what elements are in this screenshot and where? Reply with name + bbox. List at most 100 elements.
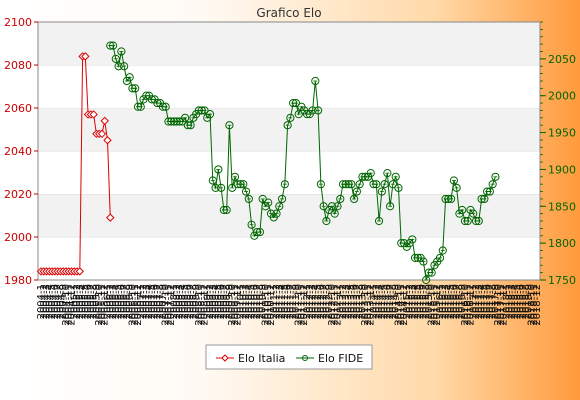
x-tick-label: 2007-12	[166, 284, 177, 326]
x-tick-label: 2018-9	[524, 284, 535, 319]
x-tick-label: 2008-10	[194, 284, 205, 326]
x-tick-label: 2007-11	[163, 284, 174, 326]
data-point	[225, 121, 234, 130]
grid-band	[38, 22, 540, 65]
x-tick-label: 2018-11	[529, 284, 540, 326]
data-point	[313, 106, 323, 115]
data-point	[136, 102, 145, 111]
x-tick-label: 2007-7	[152, 284, 163, 319]
x-tick-label: 2004-9	[58, 284, 69, 319]
x-tick-label: 2015-11	[429, 284, 440, 326]
right-tick-label: 1950	[548, 127, 576, 140]
data-point	[275, 202, 284, 211]
data-point	[374, 216, 384, 226]
data-point	[347, 180, 356, 189]
data-point	[272, 209, 281, 218]
left-tick-label: 2020	[4, 188, 32, 201]
x-tick-label: 2006-3	[108, 284, 119, 319]
x-tick-label: 2016-5	[446, 284, 457, 319]
data-point	[75, 267, 85, 276]
x-tick-label: 2013-4	[344, 284, 355, 319]
x-tick-label: 2007-9	[158, 284, 169, 319]
x-tick-label: 2009-2	[205, 284, 216, 319]
x-tick-label: 2010-2	[238, 284, 249, 319]
x-tick-label: 2007-3	[141, 284, 152, 319]
data-point	[208, 176, 217, 185]
left-tick-label: 2060	[4, 102, 32, 115]
x-tick-label: 2008-2	[172, 284, 183, 319]
grid-band	[38, 65, 540, 108]
x-tick-label: 2013-3	[341, 284, 352, 319]
x-tick-label: 2013-1	[335, 284, 346, 319]
x-tick-label: 2007-6	[150, 284, 161, 319]
x-tick-label: 2017-1	[468, 284, 479, 319]
data-point	[125, 73, 134, 82]
x-tick-label: 2010-4	[244, 284, 255, 319]
data-point	[117, 47, 126, 56]
x-tick-label: 2015-1	[402, 284, 413, 319]
x-tick-label: 2011-1	[269, 284, 280, 319]
x-tick-label: 2012-7	[319, 284, 330, 319]
data-point	[316, 180, 325, 189]
legend-marker	[221, 354, 229, 362]
x-tick-label: 2017-2	[471, 284, 482, 319]
data-point	[447, 194, 456, 204]
data-point	[386, 202, 395, 211]
x-tick-label: 2005-7	[86, 284, 97, 319]
x-tick-label: 2008-12	[199, 284, 210, 326]
data-point	[311, 76, 320, 86]
x-tick-label: 2005-9	[91, 284, 102, 319]
x-tick-label: 2008-1	[169, 284, 180, 319]
x-tick-label: 2015-4	[410, 284, 421, 319]
data-point	[463, 216, 472, 226]
data-point	[449, 176, 458, 185]
series-layer	[36, 41, 500, 285]
x-tick-label: 2007-10	[161, 284, 172, 326]
data-point	[336, 194, 345, 204]
data-point	[394, 183, 403, 192]
x-tick-label: 2012-10	[327, 284, 338, 326]
x-tick-label: 2006-9	[125, 284, 136, 319]
x-tick-label: 2017-6	[482, 284, 493, 319]
x-tick-label: 2013-7	[352, 284, 363, 319]
x-axis-ticks: 2004-12004-22004-32004-42004-52004-62004…	[36, 284, 543, 326]
grid-band	[38, 237, 540, 280]
x-tick-label: 2013-8	[355, 284, 366, 319]
x-tick-label: 2015-7	[418, 284, 429, 319]
x-tick-label: 2009-10	[227, 284, 238, 326]
data-point	[427, 268, 436, 277]
x-tick-label: 2014-8	[388, 284, 399, 319]
data-point	[333, 202, 342, 211]
x-tick-label: 2015-6	[416, 284, 427, 319]
x-tick-label: 2010-7	[252, 284, 263, 319]
data-point	[131, 84, 140, 93]
x-tick-label: 2009-11	[230, 284, 241, 326]
x-tick-label: 2011-12	[299, 284, 310, 326]
x-tick-label: 2008-7	[186, 284, 197, 319]
x-tick-label: 2004-12	[66, 284, 77, 326]
x-tick-label: 2016-12	[465, 284, 476, 326]
x-tick-label: 2013-9	[357, 284, 368, 319]
data-point	[458, 205, 467, 215]
legend-label: Elo FIDE	[318, 352, 363, 365]
series-elo-fide	[106, 41, 500, 285]
left-axis-ticks: 1980 2000 2020 2040 2060 2080 2100	[4, 16, 38, 287]
data-point	[108, 41, 118, 50]
grid-band	[38, 108, 540, 151]
data-point	[230, 172, 240, 181]
data-point	[228, 183, 237, 192]
x-tick-label: 2005-6	[83, 284, 94, 319]
data-point	[100, 116, 109, 126]
x-tick-label: 2007-1	[136, 284, 147, 319]
data-point	[241, 187, 251, 196]
data-point	[291, 98, 301, 108]
x-tick-label: 2010-10	[260, 284, 271, 326]
x-tick-label: 2008-9	[191, 284, 202, 319]
x-tick-label: 2014-11	[396, 284, 407, 326]
x-tick-label: 2013-5	[346, 284, 357, 319]
x-tick-label: 2017-11	[496, 284, 507, 326]
x-tick-label: 2004-1	[36, 284, 47, 319]
x-tick-label: 2017-5	[479, 284, 490, 319]
data-point	[161, 102, 170, 111]
data-point	[89, 110, 98, 119]
